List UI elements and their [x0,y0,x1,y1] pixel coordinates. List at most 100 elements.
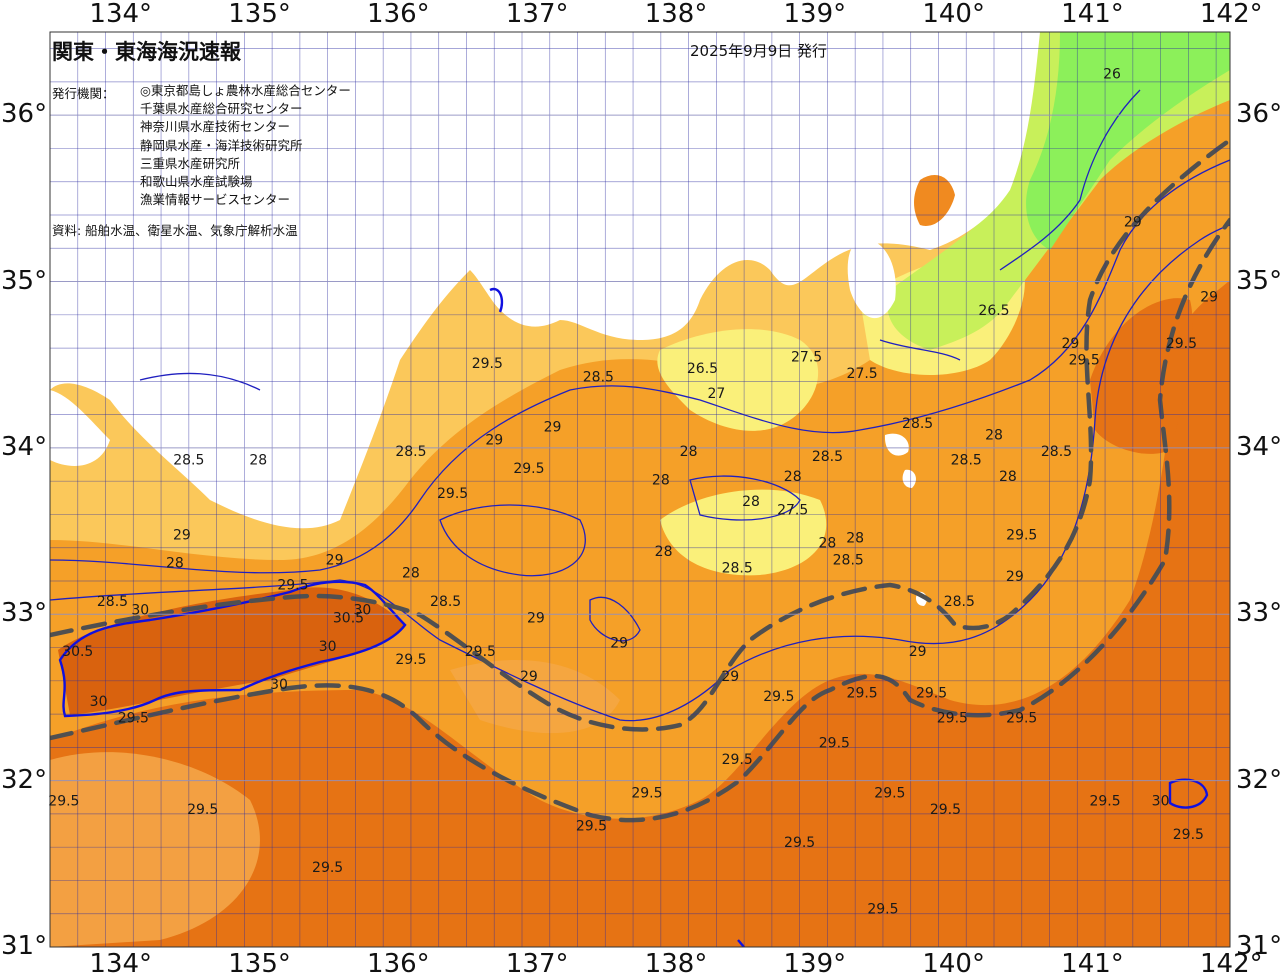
isotherm-value-label: 29.5 [784,835,815,851]
isotherm-value-label: 29.5 [513,461,544,477]
isotherm-value-label: 29.5 [819,735,850,751]
isotherm-value-label: 30 [353,602,371,618]
latitude-label-right: 35° [1236,265,1280,296]
isotherm-value-label: 29 [1124,215,1142,231]
isotherm-value-label: 28.5 [583,369,614,385]
latitude-label-left: 34° [1,431,48,462]
isotherm-value-label: 28.5 [97,594,128,610]
isotherm-value-label: 30 [131,602,149,618]
agency-item: 漁業情報サービスセンター [140,192,291,208]
latitude-label-left: 33° [1,598,48,629]
isotherm-labels: 2629292929.529.526.527.527.526.52728.529… [48,67,1218,918]
isotherm-value-label: 28.5 [173,453,204,469]
isotherm-value-label: 29.5 [1069,353,1100,369]
isotherm-value-label: 30 [319,639,337,655]
isotherm-value-label: 29 [1061,336,1079,352]
hot-pool-west [58,587,405,715]
latitude-label-left: 36° [1,99,48,130]
isotherm-value-label: 29 [909,644,927,660]
map-title: 関東・東海海況速報 [52,40,241,64]
isotherm-lines [50,89,1230,722]
isotherm-value-label: 29.5 [472,356,503,372]
isotherm-value-label: 26.5 [978,303,1009,319]
isotherm-value-label: 28.5 [944,594,975,610]
longitude-label-top: 137° [505,0,569,29]
isotherm-value-label: 29.5 [118,710,149,726]
longitude-label-bottom: 141° [1061,949,1124,979]
latitude-label-right: 31° [1236,931,1280,961]
isotherm-value-label: 28 [652,473,670,489]
cool-zone-izu [657,329,819,431]
isotherm-value-label: 29.5 [930,802,961,818]
isotherm-value-label: 28 [985,428,1003,444]
isotherm-value-label: 29 [527,611,545,627]
isotherm-value-label: 28.5 [395,444,426,460]
land-tokai [470,32,1040,340]
isotherm-value-label: 29.5 [916,685,947,701]
latitude-label-right: 33° [1236,598,1280,629]
isotherm-value-label: 29.5 [48,794,79,810]
longitude-label-top: 139° [783,0,847,29]
isotherm-value-label: 28 [999,469,1017,485]
isotherm-value-label: 28 [742,494,760,510]
isotherm-value-label: 29 [721,669,739,685]
isotherm-value-label: 28.5 [722,561,753,577]
isotherm-value-label: 29.5 [1006,710,1037,726]
isotherm-value-label: 28.5 [902,416,933,432]
isotherm-value-label: 29.5 [1173,827,1204,843]
isotherm-value-label: 29.5 [1006,527,1037,543]
isotherm-value-label: 29.5 [1166,336,1197,352]
isotherm-value-label: 28 [846,531,864,547]
isotherm-value-label: 28.5 [951,453,982,469]
isotherm-value-label: 28 [680,444,698,460]
isotherm-value-label: 29.5 [1089,794,1120,810]
issue-date: 2025年9月9日 発行 [690,42,828,60]
isotherm-value-label: 29.5 [631,785,662,801]
cool-zone-bay [660,489,827,576]
isotherm-value-label: 27.5 [791,349,822,365]
isotherm-value-label: 29 [544,419,562,435]
longitude-label-bottom: 138° [644,949,708,979]
isotherm-value-label: 29 [520,669,538,685]
isotherm-value-label: 27 [707,386,725,402]
isotherm-value-label: 29.5 [867,902,898,918]
latitude-label-right: 34° [1236,431,1280,462]
isotherm-value-label: 28.5 [1041,444,1072,460]
longitude-label-bottom: 135° [228,949,291,979]
isotherm-value-label: 30 [90,694,108,710]
isotherm-value-label: 28 [166,556,184,572]
isotherm-value-label: 29.5 [187,802,218,818]
latitude-label-left: 35° [1,265,48,296]
agency-item: 静岡県水産・海洋技術研究所 [140,137,303,153]
thirty-degree-contour [58,287,1209,947]
warm-patch-sw [50,752,260,947]
isotherm-value-label: 28 [402,566,420,582]
longitude-label-bottom: 142° [1200,949,1263,979]
longitude-label-top: 135° [228,0,291,29]
isotherm-value-label: 29.5 [395,652,426,668]
longitude-label-bottom: 137° [505,949,569,979]
longitude-label-top: 138° [644,0,708,29]
isotherm-value-label: 30.5 [62,644,93,660]
isotherm-value-label: 28 [784,469,802,485]
land-shikoku-east [50,390,110,466]
longitude-label-top: 136° [367,0,430,29]
isotherm-value-label: 28 [818,536,836,552]
isotherm-value-label: 29.5 [847,685,878,701]
isotherm-value-label: 29 [610,636,628,652]
isotherm-value-label: 30 [270,677,288,693]
isotherm-value-label: 30.5 [333,611,364,627]
map-frame [49,31,1231,948]
latitude-label-left: 31° [1,931,48,961]
land-kii [50,32,470,529]
isotherm-value-label: 28 [249,453,267,469]
isotherm-value-label: 28.5 [812,449,843,465]
isotherm-value-label: 28 [655,544,673,560]
longitude-label-top: 134° [89,0,153,29]
isotherm-value-label: 28.5 [833,552,864,568]
longitude-label-bottom: 136° [367,949,430,979]
longitude-label-bottom: 134° [89,949,153,979]
isotherm-value-label: 29.5 [722,752,753,768]
isotherm-value-label: 29 [1200,290,1218,306]
